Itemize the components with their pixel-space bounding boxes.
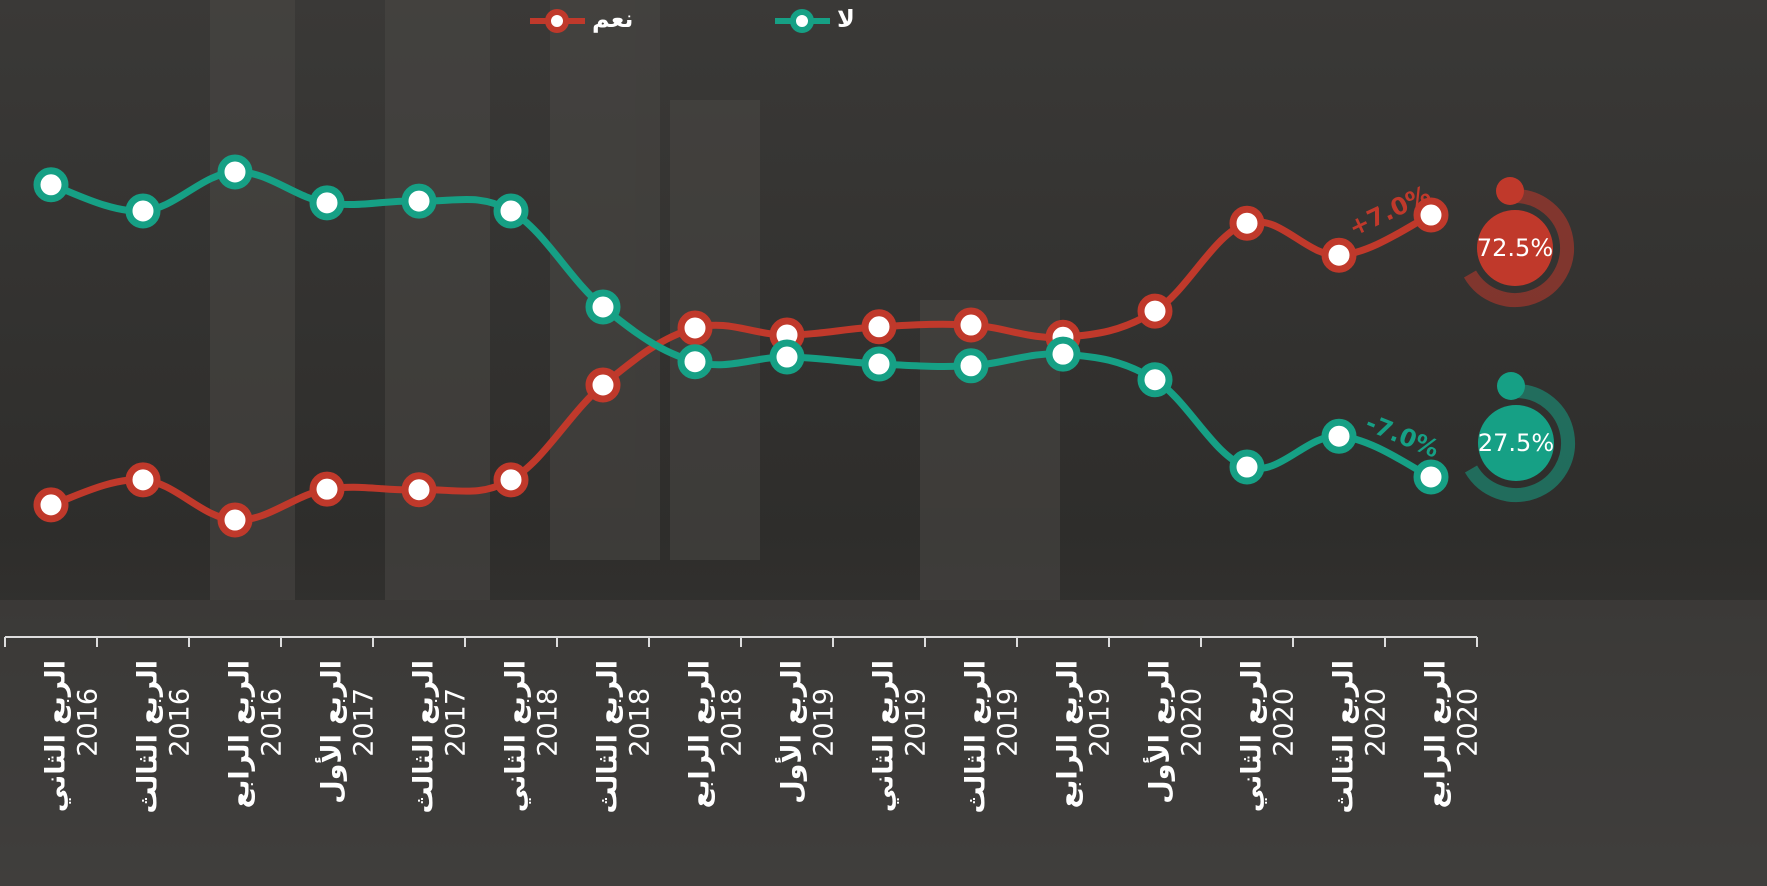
badge-ring [1463,189,1575,307]
x-tick-label: الربع الثاني [501,660,532,812]
data-point [585,367,621,403]
data-point [769,339,805,375]
x-tick-label: الربع الثاني [869,660,900,812]
data-point [1413,197,1449,233]
data-point [1137,293,1173,329]
data-point [493,462,529,498]
data-point [585,289,621,325]
data-point [217,502,253,538]
legend-marker [790,9,814,33]
legend-marker [545,9,569,33]
x-tick-label: 2019 [993,688,1024,757]
data-point [1321,237,1357,273]
data-point [1229,449,1265,485]
x-tick-label: 2016 [165,688,196,757]
data-point [861,309,897,345]
x-tick-label: الربع الثاني [1237,660,1268,812]
x-tick-label: الربع الرابع [1421,660,1452,808]
x-tick-label: الربع الثاني [41,660,72,812]
data-point [309,471,345,507]
x-tick-label: 2018 [717,688,748,757]
x-tick-label: 2020 [1361,688,1392,757]
x-tick-label: الربع الأول [315,660,348,804]
x-tick-label: 2020 [1453,688,1484,757]
x-tick-label: 2019 [1085,688,1116,757]
data-point [953,348,989,384]
data-point [1137,362,1173,398]
x-tick-label: 2018 [625,688,656,757]
x-tick-label: الربع الثالث [961,660,992,813]
legend-label: لا [837,5,855,33]
data-point [493,193,529,229]
x-tick-label: 2017 [441,688,472,757]
data-point [33,167,69,203]
x-tick-label: 2020 [1269,688,1300,757]
x-tick-label: الربع الثالث [1329,660,1360,813]
badge-dot [1497,372,1525,400]
x-tick-label: الربع الثالث [593,660,624,813]
x-tick-label: الربع الرابع [225,660,256,808]
data-point [677,310,713,346]
x-tick-label: 2020 [1177,688,1208,757]
x-tick-label: الربع الرابع [1053,660,1084,808]
x-tick-label: الربع الأول [775,660,808,804]
badge [1477,210,1553,286]
data-point [401,183,437,219]
data-point [33,487,69,523]
x-tick-label: 2018 [533,688,564,757]
badge-ring [1464,384,1576,502]
data-point [677,344,713,380]
data-point [1321,418,1357,454]
badge-label: 72.5% [1477,234,1553,262]
data-point [309,185,345,221]
legend-label: نعم [592,5,633,33]
data-point [125,193,161,229]
data-point [125,462,161,498]
x-tick-label: 2016 [257,688,288,757]
badge-dot [1496,177,1524,205]
data-point [401,472,437,508]
badge-label: 27.5% [1478,429,1554,457]
series-line [49,211,1433,524]
data-point [953,307,989,343]
data-point [1413,459,1449,495]
x-tick-label: الربع الرابع [685,660,716,808]
badge [1478,405,1554,481]
x-tick-label: 2016 [73,688,104,757]
x-tick-label: الربع الأول [1143,660,1176,804]
x-tick-label: 2017 [349,688,380,757]
x-tick-label: 2019 [901,688,932,757]
x-tick-label: الربع الثالث [133,660,164,813]
series-line [49,168,1433,481]
data-point [217,154,253,190]
data-point [1045,336,1081,372]
x-tick-label: الربع الثالث [409,660,440,813]
data-point [1229,205,1265,241]
x-tick-label: 2019 [809,688,840,757]
data-point [861,346,897,382]
